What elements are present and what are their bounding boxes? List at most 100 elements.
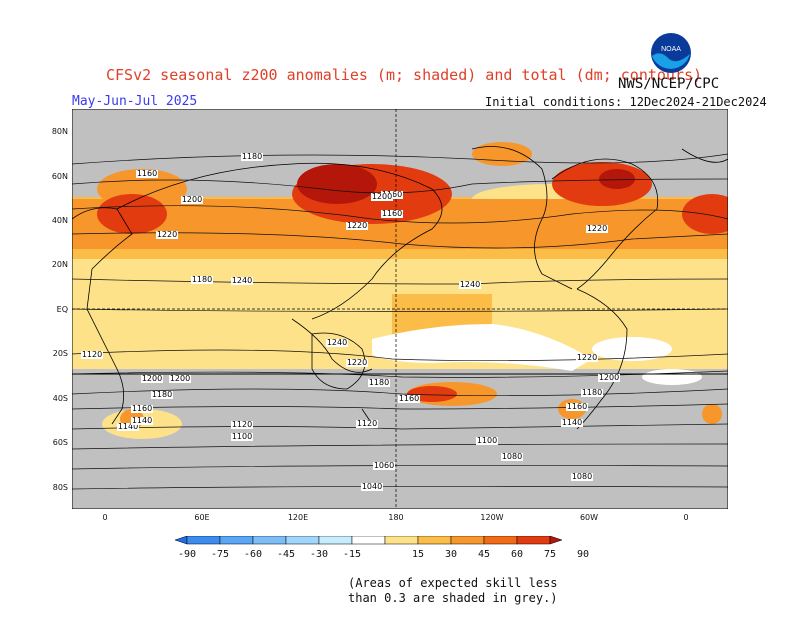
contour-label: 1080 — [572, 472, 592, 481]
colorbar-swatch — [450, 536, 485, 545]
colorbar-swatch — [384, 536, 419, 545]
contour-label-bg — [169, 375, 191, 383]
colorbar: -90 -75 -60 -45 -30 -15 15 30 45 60 75 90 — [175, 536, 589, 560]
contour-label-bg — [151, 391, 173, 399]
contour-label: 1180 — [369, 378, 389, 387]
peak-anomaly-regions — [297, 164, 635, 204]
colorbar-label: 90 — [577, 549, 589, 560]
contour-label-bg — [136, 170, 158, 178]
contour-label-bg — [131, 405, 153, 413]
contour-label: 1080 — [502, 452, 522, 461]
lon-label: 180 — [388, 513, 403, 522]
contour-label-bg — [131, 417, 153, 425]
colorbar-swatch — [351, 536, 386, 545]
colorbar-swatch — [417, 536, 452, 545]
contour-label: 1160 — [567, 402, 587, 411]
lat-label: 40N — [52, 216, 68, 225]
contour-label-bg — [571, 473, 593, 481]
contour-label-bg — [241, 153, 263, 161]
contour-label: 1220 — [347, 358, 367, 367]
contour-label-bg — [586, 225, 608, 233]
lat-label: 20N — [52, 260, 68, 269]
contour-label: 1240 — [327, 338, 347, 347]
colorbar-label: -75 — [211, 549, 229, 560]
colorbar-label: -60 — [244, 549, 262, 560]
contour-label-bg — [181, 196, 203, 204]
lat-label: 40S — [53, 394, 68, 403]
contour-label: 1240 — [232, 276, 252, 285]
colorbar-swatch — [318, 536, 353, 545]
contour-label: 1220 — [577, 353, 597, 362]
colorbar-left-arrow — [175, 536, 188, 545]
contour-label-bg — [156, 231, 178, 239]
lat-label: 60S — [53, 438, 68, 447]
contour-label-bg — [356, 420, 378, 428]
contour-label: 1100 — [477, 436, 497, 445]
lat-label: 20S — [53, 349, 68, 358]
contour-label-bg — [191, 276, 213, 284]
anomaly-map — [72, 109, 728, 509]
contour-label: 1220 — [587, 224, 607, 233]
agency-label: NWS/NCEP/CPC — [618, 76, 720, 92]
contour-label-bg — [361, 483, 383, 491]
initial-conditions: Initial conditions: 12Dec2024-21Dec2024 — [485, 95, 767, 109]
contour-label-bg — [371, 193, 393, 201]
colorbar-label: -90 — [178, 549, 196, 560]
lat-label: 80N — [52, 127, 68, 136]
map-title: CFSv2 seasonal z200 anomalies (m; shaded… — [106, 66, 703, 84]
contour-label-bg — [373, 462, 395, 470]
contour-label: 1040 — [362, 482, 382, 491]
contour-label: 1120 — [357, 419, 377, 428]
contour-labels: 1180 1160 1200 1220 1160 1160 1200 1220 1180 1240… — [81, 152, 620, 491]
forecast-period: May-Jun-Jul 2025 — [72, 94, 198, 109]
lon-label: 0 — [102, 513, 107, 522]
lat-axis: 80N 60N 40N 20N EQ 20S 40S 60S 80S — [52, 127, 68, 492]
lon-label: 60W — [580, 513, 598, 522]
contour-label: 1200 — [182, 195, 202, 204]
contour-label-bg — [598, 374, 620, 382]
contour-label: 1180 — [582, 388, 602, 397]
contour-label: 1140 — [132, 416, 152, 425]
colorbar-label: 30 — [445, 549, 457, 560]
contour-label: 1200 — [170, 374, 190, 383]
contour-label: 1220 — [157, 230, 177, 239]
colorbar-swatch — [252, 536, 287, 545]
contour-label: 1200 — [372, 192, 392, 201]
contour-label-bg — [368, 379, 390, 387]
contour-label: 1180 — [192, 275, 212, 284]
contour-label-bg — [501, 453, 523, 461]
colorbar-label: -30 — [310, 549, 328, 560]
contour-label-bg — [561, 419, 583, 427]
neutral-regions — [372, 324, 702, 385]
contour-label-bg — [141, 375, 163, 383]
coastlines — [72, 146, 728, 430]
noaa-logo: NOAA — [651, 33, 691, 73]
contour-label: 1240 — [460, 280, 480, 289]
colorbar-swatch — [285, 536, 320, 545]
lon-axis: 0 60E 120E 180 120W 60W 0 — [102, 513, 688, 522]
contour-label-bg — [231, 277, 253, 285]
footnote-line-2: than 0.3 are shaded in grey.) — [348, 591, 558, 605]
contour-label-bg — [326, 339, 348, 347]
colorbar-swatch — [186, 536, 221, 545]
contour-label: 1220 — [347, 221, 367, 230]
contour-label-bg — [476, 437, 498, 445]
contour-label: 1180 — [152, 390, 172, 399]
contour-label: 1160 — [382, 209, 402, 218]
contour-label: 1160 — [137, 169, 157, 178]
contour-label: 1060 — [374, 461, 394, 470]
lon-label: 120W — [480, 513, 503, 522]
logo-text: NOAA — [661, 46, 681, 53]
contour-label: 1200 — [599, 373, 619, 382]
colorbar-swatch — [516, 536, 551, 545]
contour-label: 1180 — [242, 152, 262, 161]
contour-label-bg — [346, 222, 368, 230]
footnote-line-1: (Areas of expected skill less — [348, 576, 558, 590]
lon-label: 0 — [683, 513, 688, 522]
contour-label-bg — [459, 281, 481, 289]
contour-label: 1120 — [82, 350, 102, 359]
colorbar-right-arrow — [549, 536, 563, 545]
contour-label: 1160 — [399, 394, 419, 403]
contour-label-bg — [398, 395, 420, 403]
colorbar-label: -45 — [277, 549, 295, 560]
